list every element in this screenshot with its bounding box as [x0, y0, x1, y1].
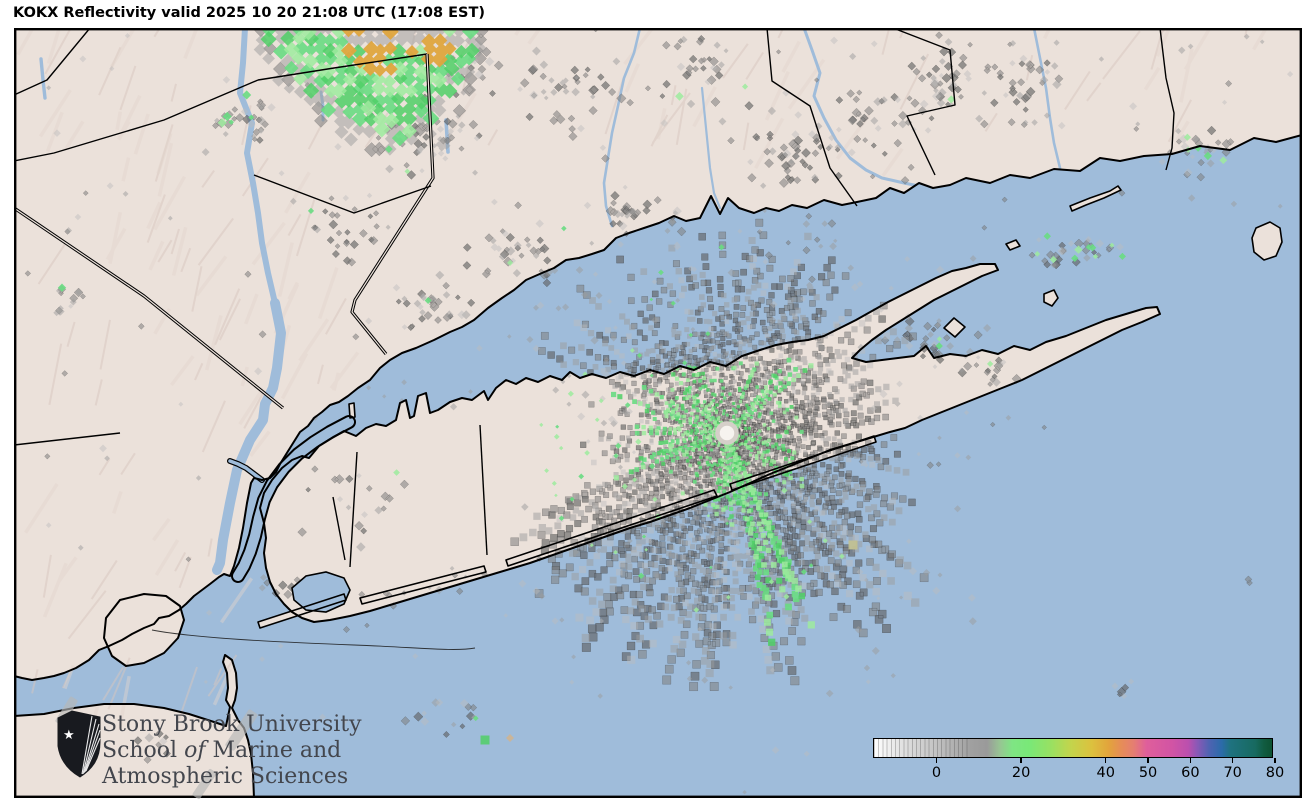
- hudson-river-lower: [212, 298, 286, 575]
- map-frame: [14, 28, 1302, 798]
- colorbar-tick-label: 20: [1011, 765, 1031, 781]
- colorbar-tick: [1147, 758, 1149, 763]
- colorbar-tick-label: 70: [1223, 765, 1242, 781]
- harlem-river: [228, 459, 264, 482]
- colorbar-tick: [1231, 758, 1234, 763]
- branding-line-3: Atmospheric Sciences: [102, 764, 349, 789]
- nyc-water-features: [151, 415, 476, 650]
- branding: ★ Stony Brook University School of Marin…: [40, 695, 362, 800]
- reflectivity-colorbar: 0 20 40 50 60 70 80: [873, 736, 1284, 794]
- map-canvas: [14, 28, 1302, 798]
- nassau-suffolk-line: [479, 424, 488, 556]
- harbor-channel-line: [151, 629, 476, 650]
- product-title: KOKX Reflectivity valid 2025 10 20 21:08…: [13, 5, 486, 21]
- hudson-river-upper: [237, 28, 278, 306]
- stony-brook-shield-logo: ★: [57, 710, 101, 778]
- colorbar-tick: [1189, 758, 1192, 763]
- colorbar-tick-label: 40: [1096, 765, 1115, 781]
- colorbar-gradient: [873, 738, 1273, 758]
- colorbar-tick-label: 50: [1138, 765, 1158, 781]
- boundary-lines: [14, 28, 1175, 568]
- east-river: [233, 417, 354, 581]
- colorbar-tick-label: 80: [1265, 765, 1285, 781]
- connecticut-river: [802, 28, 932, 190]
- svg-text:★: ★: [63, 728, 75, 743]
- branding-line-2: School of Marine and: [102, 738, 342, 763]
- colorbar-discrete-stripes: [874, 739, 970, 757]
- colorbar-tick: [1020, 758, 1022, 763]
- radar-site-marker: [715, 421, 739, 445]
- thames-river: [1032, 28, 1062, 170]
- colorbar-tick: [1105, 758, 1107, 763]
- radar-map: ★ Stony Brook University School of Marin…: [14, 28, 1302, 800]
- branding-line-1: Stony Brook University: [102, 712, 362, 737]
- colorbar-tick-label: 60: [1181, 765, 1200, 781]
- colorbar-tick-label: 0: [931, 765, 942, 781]
- colorbar-tick: [1274, 758, 1276, 763]
- colorbar-tick: [935, 758, 938, 763]
- housatonic-river: [602, 28, 642, 228]
- quinnipiac-river: [700, 86, 722, 210]
- ct-ri-border: [1159, 28, 1175, 171]
- branding-text: Stony Brook University School of Marine …: [102, 712, 362, 790]
- lake: [39, 57, 47, 100]
